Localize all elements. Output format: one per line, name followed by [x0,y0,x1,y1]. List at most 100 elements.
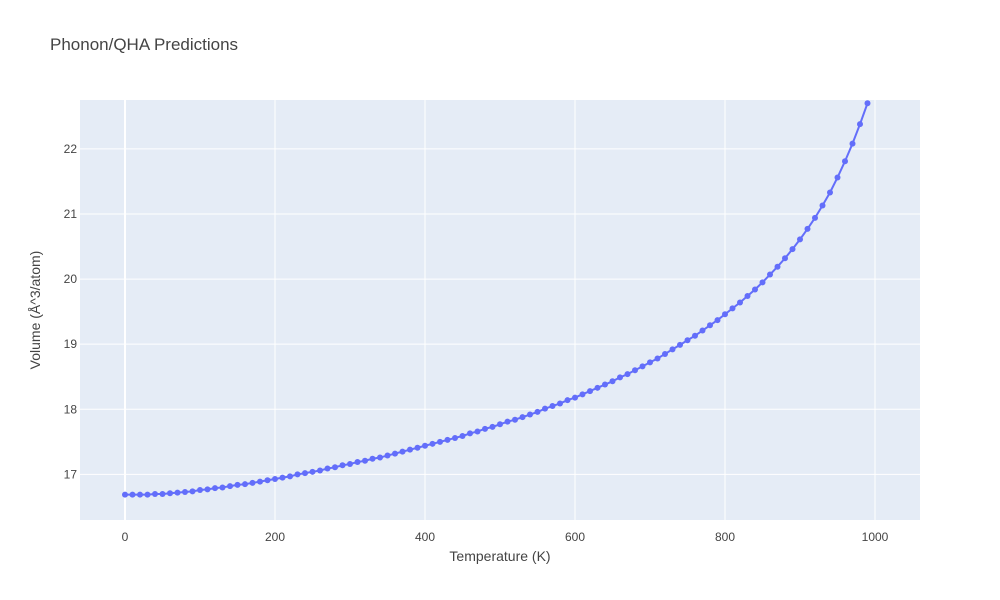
data-point[interactable] [669,346,676,353]
data-point[interactable] [144,491,151,498]
data-point[interactable] [722,311,728,318]
data-point[interactable] [639,363,646,370]
data-point[interactable] [339,462,346,469]
data-point[interactable] [242,481,248,488]
data-point[interactable] [572,394,578,401]
data-point[interactable] [819,202,826,209]
data-point[interactable] [632,367,638,374]
data-point[interactable] [422,442,428,449]
data-point[interactable] [789,246,796,253]
data-point[interactable] [294,471,301,478]
data-point[interactable] [512,416,518,423]
data-point[interactable] [467,430,473,437]
data-point[interactable] [647,359,653,366]
data-point[interactable] [257,478,263,485]
data-point[interactable] [287,473,293,480]
data-point[interactable] [159,490,166,497]
data-point[interactable] [219,484,226,491]
data-point[interactable] [857,121,863,128]
data-point[interactable] [227,483,233,490]
data-point[interactable] [429,440,436,447]
data-point[interactable] [609,378,616,385]
data-point[interactable] [264,477,271,484]
data-point[interactable] [204,486,211,493]
data-point[interactable] [137,491,143,498]
data-point[interactable] [347,461,353,467]
data-point[interactable] [452,434,458,441]
data-point[interactable] [497,421,503,428]
data-point[interactable] [212,485,218,492]
data-point[interactable] [744,293,751,299]
data-point[interactable] [624,371,631,378]
data-point[interactable] [444,436,451,443]
data-point[interactable] [354,459,361,466]
data-point[interactable] [812,214,818,221]
data-point[interactable] [129,491,136,498]
data-point[interactable] [399,448,406,455]
data-point[interactable] [842,158,848,165]
data-point[interactable] [797,236,803,243]
data-point[interactable] [309,468,316,475]
data-point[interactable] [542,405,548,412]
data-point[interactable] [602,381,608,388]
data-point[interactable] [767,271,773,278]
data-point[interactable] [617,374,623,381]
data-point[interactable] [249,479,256,486]
data-point[interactable] [234,481,241,488]
data-point[interactable] [662,350,668,357]
data-point[interactable] [182,489,188,495]
data-point[interactable] [122,491,128,498]
data-point[interactable] [377,454,383,461]
data-point[interactable] [527,411,533,418]
data-point[interactable] [564,397,571,404]
data-point[interactable] [279,474,286,481]
data-point[interactable] [534,408,541,415]
data-point[interactable] [272,475,278,482]
data-point[interactable] [384,452,391,459]
data-point[interactable] [392,450,398,457]
data-point[interactable] [684,337,691,344]
data-point[interactable] [759,279,766,286]
data-point[interactable] [587,388,593,395]
data-point[interactable] [369,455,376,462]
data-point[interactable] [482,425,488,432]
data-point[interactable] [549,403,556,410]
data-point[interactable] [707,322,713,329]
data-point[interactable] [834,174,841,181]
data-point[interactable] [189,488,196,495]
data-point[interactable] [324,465,331,472]
data-point[interactable] [504,418,511,425]
data-point[interactable] [362,457,368,464]
data-point[interactable] [677,341,683,348]
data-point[interactable] [849,140,856,147]
data-point[interactable] [167,490,173,497]
data-point[interactable] [459,433,466,439]
data-point[interactable] [414,444,421,451]
data-point[interactable] [804,225,811,232]
data-point[interactable] [197,487,203,494]
data-point[interactable] [579,391,586,398]
data-point[interactable] [152,490,158,497]
data-point[interactable] [519,414,526,421]
data-point[interactable] [302,470,308,477]
data-point[interactable] [474,428,481,435]
data-point[interactable] [317,467,323,474]
data-point[interactable] [782,255,788,262]
data-point[interactable] [594,384,601,391]
data-point[interactable] [864,100,871,107]
data-point[interactable] [699,327,706,334]
data-point[interactable] [714,317,721,324]
data-point[interactable] [407,446,413,453]
data-point[interactable] [729,305,736,312]
data-point[interactable] [332,464,338,471]
data-point[interactable] [654,355,661,362]
data-point[interactable] [737,299,743,306]
data-point[interactable] [489,423,496,430]
data-point[interactable] [557,400,563,407]
data-point[interactable] [752,286,758,293]
data-point[interactable] [174,489,181,496]
data-point[interactable] [437,438,443,445]
data-point[interactable] [774,263,781,270]
data-point[interactable] [692,332,698,339]
data-point[interactable] [827,189,833,196]
